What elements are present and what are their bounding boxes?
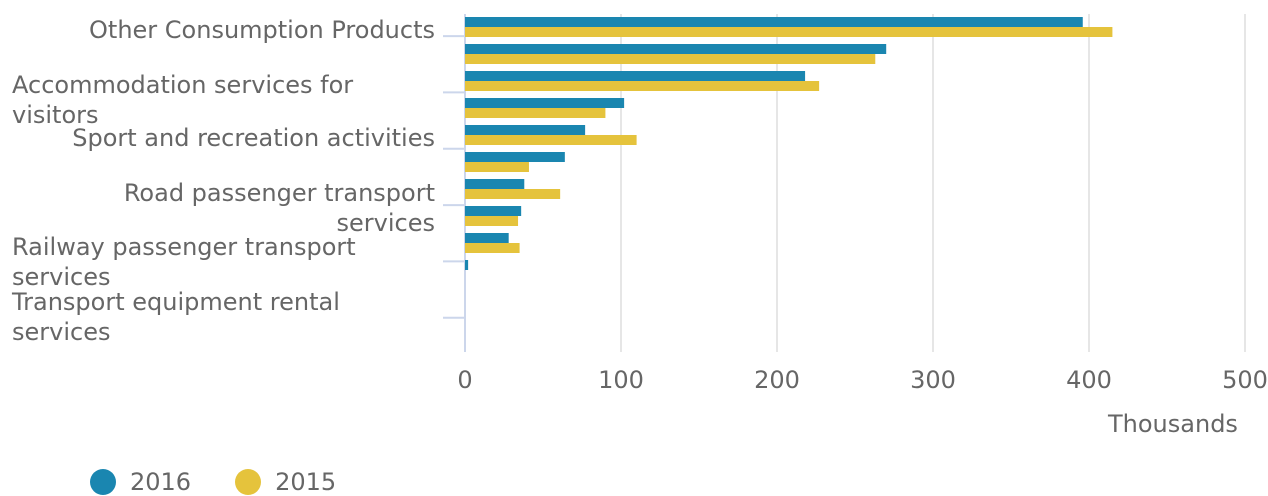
bar-2015[interactable] [465, 54, 876, 64]
category-label: Other Consumption Products [89, 16, 435, 44]
bar-series [465, 17, 1113, 270]
bar-2015[interactable] [465, 243, 520, 253]
bar-2016[interactable] [465, 125, 586, 135]
bar-2015[interactable] [465, 162, 529, 172]
bar-2015[interactable] [465, 108, 606, 118]
x-tick-label: 300 [910, 366, 956, 394]
x-axis-ticks: 0 100 200 300 400 500 [457, 366, 1268, 394]
bar-2015[interactable] [465, 81, 820, 91]
category-label: Accommodation services for visitors [12, 71, 354, 129]
grid-lines [443, 14, 1246, 352]
bar-2016[interactable] [465, 206, 522, 216]
bar-2016[interactable] [465, 98, 625, 108]
legend: 2016 2015 [90, 468, 336, 496]
bar-2016[interactable] [465, 260, 469, 270]
bar-2015[interactable] [465, 189, 561, 199]
category-label: Road passenger transport services [123, 179, 435, 237]
legend-swatch-2016 [90, 469, 116, 495]
bar-2016[interactable] [465, 152, 565, 162]
legend-label-2016: 2016 [130, 468, 192, 496]
category-label: Sport and recreation activities [72, 124, 435, 152]
bar-2016[interactable] [465, 17, 1083, 27]
x-tick-label: 0 [457, 366, 472, 394]
bar-2015[interactable] [465, 27, 1113, 37]
x-axis-unit-label: Thousands [1108, 410, 1238, 438]
bar-2016[interactable] [465, 44, 887, 54]
category-label: Railway passenger transport services [12, 233, 356, 291]
x-tick-label: 400 [1066, 366, 1112, 394]
x-tick-label: 200 [754, 366, 800, 394]
legend-item-2015[interactable]: 2015 [235, 468, 336, 496]
bar-2015[interactable] [465, 216, 519, 226]
legend-item-2016[interactable]: 2016 [90, 468, 191, 496]
bar-2016[interactable] [465, 179, 525, 189]
bar-2015[interactable] [465, 135, 637, 145]
x-tick-label: 500 [1222, 366, 1268, 394]
x-tick-label: 100 [598, 366, 644, 394]
legend-swatch-2015 [235, 469, 262, 495]
bar-2016[interactable] [465, 71, 806, 81]
bar-2016[interactable] [465, 233, 509, 243]
category-label: Transport equipment rental services [12, 288, 340, 346]
legend-label-2015: 2015 [275, 468, 337, 496]
